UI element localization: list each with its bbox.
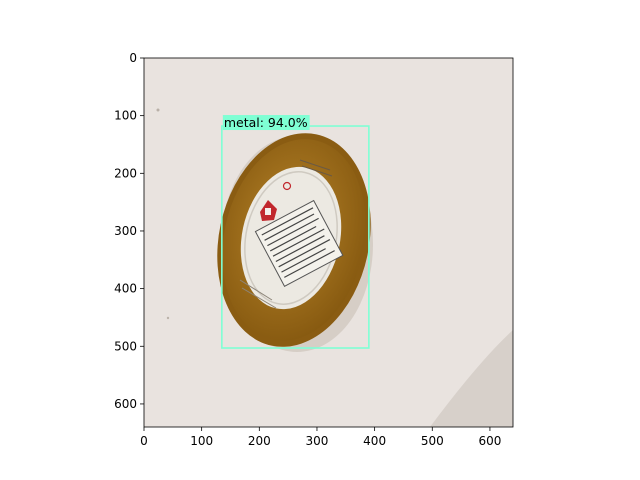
x-tick-label: 200 [248,434,271,448]
y-tick-label: 300 [114,224,137,238]
y-tick-label: 100 [114,109,137,123]
lid-label-text-block [254,199,344,288]
lid-bottom-text [239,279,277,309]
y-tick-label: 0 [129,51,137,65]
x-tick-label: 100 [190,434,213,448]
jar-lid [217,133,373,352]
x-tick-label: 0 [140,434,148,448]
plot-image: metal: 94.0% [144,58,513,427]
detection-label-background [222,115,310,131]
speck [166,316,170,320]
y-tick-label: 200 [114,166,137,180]
x-tick-label: 300 [306,434,329,448]
speck [156,108,160,112]
detection-label: metal: 94.0% [224,115,308,130]
lid-red-logo-inner [265,208,271,215]
x-axis-ticks: 0 100 200 300 400 500 600 [140,427,501,448]
axes-frame [143,57,514,428]
y-tick-label: 600 [114,397,137,411]
y-axis-ticks: 0 100 200 300 400 500 600 [114,51,144,411]
x-tick-label: 400 [363,434,386,448]
lid-top-text [299,159,333,177]
y-tick-label: 400 [114,282,137,296]
lid-small-logo [282,181,292,191]
x-tick-label: 500 [421,434,444,448]
photo-shadow-corner [430,330,513,427]
x-tick-label: 600 [478,434,501,448]
y-tick-label: 500 [114,339,137,353]
